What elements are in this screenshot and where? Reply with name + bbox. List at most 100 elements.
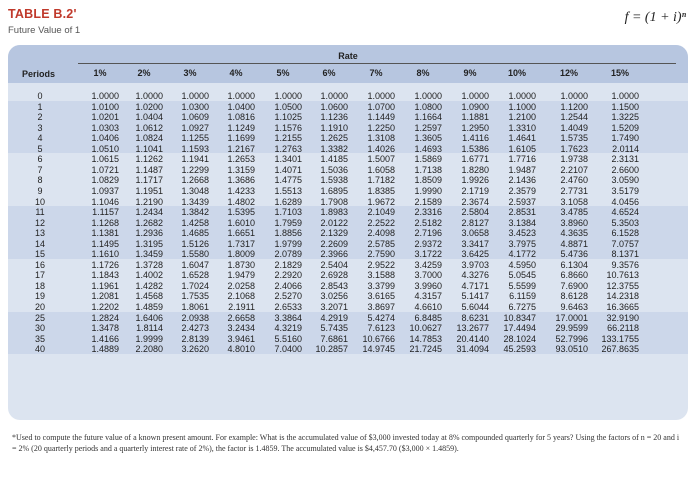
- factor-cell: 1.2155: [274, 133, 302, 144]
- factor-cell: 1.1610: [91, 249, 119, 260]
- factor-cell: 20.4140: [456, 333, 489, 344]
- factor-cell: 1.5735: [560, 133, 588, 144]
- factor-cell: 1.7490: [611, 133, 639, 144]
- table-row: 17 1.1843 1.4002 1.6528 1.9479 2.2920 2.6928 3.…: [8, 270, 688, 280]
- factor-cell: 6.1304: [560, 259, 588, 270]
- factor-cell: 1.1449: [367, 112, 395, 123]
- factor-cell: 2.4273: [181, 323, 209, 334]
- factor-cell: 1.1046: [91, 196, 119, 207]
- period-cell: 19: [34, 291, 45, 302]
- factor-cell: 1.5513: [274, 185, 302, 196]
- factor-cell: 3.4259: [414, 259, 442, 270]
- factor-cell: 3.6425: [461, 249, 489, 260]
- factor-cell: 1.4026: [367, 143, 395, 154]
- factor-cell: 1.9999: [135, 333, 163, 344]
- table-subtitle: Future Value of 1: [8, 25, 81, 36]
- factor-cell: 1.9672: [367, 196, 395, 207]
- factor-cell: 2.3131: [611, 154, 639, 165]
- factor-cell: 1.4693: [414, 143, 442, 154]
- factor-cell: 45.2593: [503, 344, 536, 355]
- factor-cell: 1.4233: [227, 185, 255, 196]
- factor-cell: 1.1726: [91, 259, 119, 270]
- factor-cell: 2.8543: [320, 280, 348, 291]
- factor-cell: 1.0000: [227, 91, 255, 101]
- factor-cell: 31.4094: [456, 344, 489, 355]
- factor-cell: 1.6651: [227, 228, 255, 239]
- table-row: 35 1.4166 1.9999 2.8139 3.9461 5.5160 7.6861 10…: [8, 334, 688, 344]
- factor-cell: 3.8697: [367, 302, 395, 312]
- factor-cell: 1.2950: [461, 122, 489, 133]
- factor-cell: 1.5580: [181, 249, 209, 260]
- period-cell: 1: [37, 101, 43, 112]
- factor-cell: 1.1951: [135, 185, 163, 196]
- factor-cell: 2.9522: [367, 259, 395, 270]
- factor-cell: 1.3159: [227, 164, 255, 175]
- factor-cell: 1.4568: [135, 291, 163, 302]
- factor-cell: 1.1881: [461, 112, 489, 123]
- factor-cell: 1.3842: [181, 207, 209, 218]
- factor-cell: 1.1941: [181, 154, 209, 165]
- factor-cell: 1.4889: [91, 344, 119, 355]
- factor-cell: 1.0615: [91, 154, 119, 165]
- factor-cell: 1.1249: [227, 122, 255, 133]
- factor-cell: 1.0829: [91, 175, 119, 186]
- factor-cell: 2.5937: [508, 196, 536, 207]
- factor-cell: 3.7000: [414, 270, 442, 281]
- factor-cell: 7.0400: [274, 344, 302, 355]
- factor-cell: 5.4274: [367, 312, 395, 323]
- factor-cell: 4.6524: [611, 207, 639, 218]
- factor-cell: 1.7103: [274, 207, 302, 218]
- factor-cell: 1.1576: [274, 122, 302, 133]
- factor-cell: 2.4098: [367, 228, 395, 239]
- table-row: 16 1.1726 1.3728 1.6047 1.8730 2.1829 2.5404 2.…: [8, 260, 688, 270]
- factor-cell: 2.0114: [612, 143, 639, 154]
- periods-header: Periods: [22, 69, 56, 79]
- period-cell: 12: [34, 217, 45, 228]
- factor-cell: 3.1722: [414, 249, 442, 260]
- factor-cell: 2.1719: [461, 185, 489, 196]
- factor-cell: 3.4785: [560, 207, 588, 218]
- factor-cell: 1.8856: [274, 228, 302, 239]
- factor-cell: 1.2668: [181, 175, 209, 186]
- factor-cell: 2.6928: [320, 270, 348, 281]
- table-row: 30 1.3478 1.8114 2.4273 3.2434 4.3219 5.7435 7.…: [8, 323, 688, 333]
- factor-cell: 1.0200: [135, 101, 163, 112]
- rate-header: 9%: [463, 68, 477, 78]
- factor-cell: 1.1487: [135, 164, 163, 175]
- factor-cell: 1.1593: [181, 143, 209, 154]
- factor-cell: 2.2522: [367, 217, 395, 228]
- factor-cell: 1.0500: [274, 101, 302, 112]
- factor-cell: 1.1699: [227, 133, 255, 144]
- factor-cell: 267.8635: [601, 344, 639, 355]
- factor-cell: 3.9960: [414, 280, 442, 291]
- formula: f = (1 + i)ⁿ: [624, 10, 686, 25]
- rate-header: 3%: [183, 68, 197, 78]
- factor-cell: 17.0001: [555, 312, 588, 323]
- factor-cell: 21.7245: [409, 344, 442, 355]
- table-row: 9 1.0937 1.1951 1.3048 1.4233 1.5513 1.6895 1.8…: [8, 186, 688, 196]
- rate-header: 6%: [322, 68, 336, 78]
- factor-cell: 1.4859: [135, 302, 163, 312]
- factor-cell: 6.7275: [508, 302, 536, 312]
- factor-cell: 1.2100: [508, 112, 536, 123]
- rate-header: 10%: [507, 68, 526, 78]
- period-cell: 25: [34, 312, 45, 323]
- factor-cell: 1.7138: [414, 164, 442, 175]
- factor-cell: 28.1024: [503, 333, 536, 344]
- factor-cell: 1.9799: [274, 238, 302, 249]
- factor-cell: 7.6900: [560, 280, 588, 291]
- factor-cell: 4.3276: [461, 270, 489, 281]
- factor-cell: 1.4802: [227, 196, 255, 207]
- table-row: 18 1.1961 1.4282 1.7024 2.0258 2.4066 2.8543 3.…: [8, 281, 688, 291]
- table-row: 8 1.0829 1.1717 1.2668 1.3686 1.4775 1.5938 1.7…: [8, 175, 688, 185]
- factor-cell: 4.2919: [320, 312, 348, 323]
- factor-cell: 17.4494: [503, 323, 536, 334]
- factor-cell: 1.5938: [320, 175, 348, 186]
- factor-cell: 4.3219: [274, 323, 302, 334]
- factor-cell: 14.7853: [409, 333, 442, 344]
- rate-header: 5%: [276, 68, 290, 78]
- factor-cell: 1.1717: [135, 175, 163, 186]
- factor-cell: 1.8009: [227, 249, 255, 260]
- factor-cell: 5.6044: [461, 302, 489, 312]
- factor-cell: 1.0700: [367, 101, 395, 112]
